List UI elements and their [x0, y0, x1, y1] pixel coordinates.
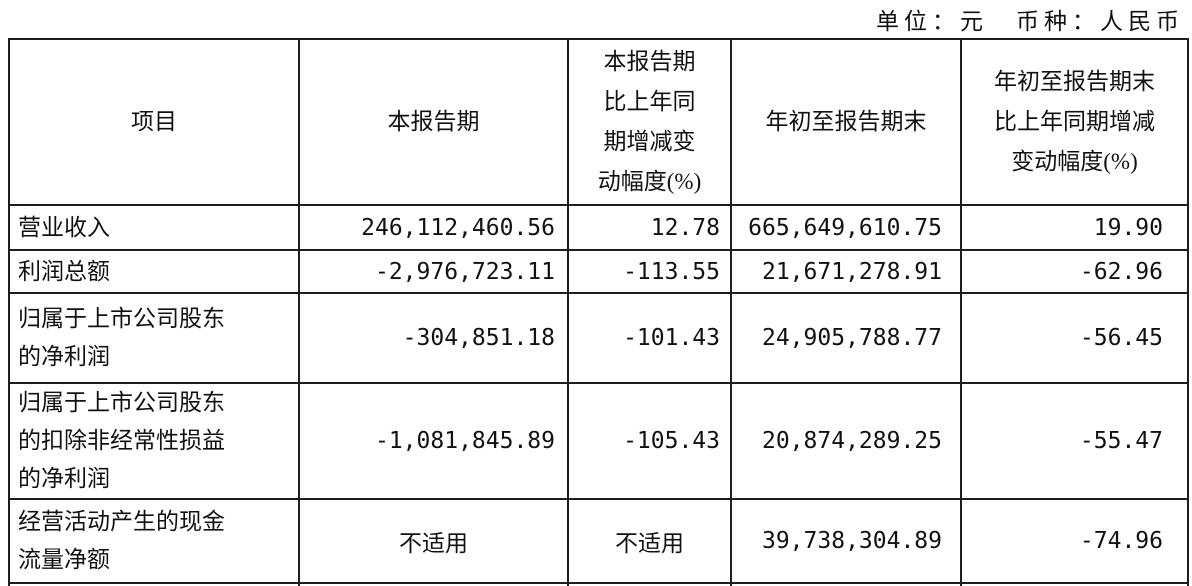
cell-item: 利润总额	[8, 249, 300, 294]
financial-indicators-table: 项目 本报告期 本报告期 比上年同 期增减变 动幅度(%) 年初至报告期末 年初…	[8, 38, 1189, 586]
cell-ytd: 20,874,289.25	[730, 382, 962, 500]
cell-item: 经营活动产生的现金 流量净额	[8, 498, 300, 584]
cell-ytd: 39,738,304.89	[730, 498, 962, 584]
cell-ytd-change-pct: -74.96	[960, 498, 1189, 584]
cell-current-period: 不适用	[298, 498, 569, 584]
cell-ytd: 665,649,610.75	[730, 204, 962, 251]
table-row-operating-cash-flow: 经营活动产生的现金 流量净额 不适用 不适用 39,738,304.89 -74…	[8, 498, 1189, 584]
cell-ytd-change-pct	[960, 582, 1189, 586]
cell-ytd	[730, 582, 962, 586]
cell-current-period-change-pct: -101.43	[567, 292, 732, 384]
cell-ytd-change-pct: -55.47	[960, 382, 1189, 500]
header-current-period-change-pct: 本报告期 比上年同 期增减变 动幅度(%)	[567, 38, 732, 206]
header-ytd-change-pct: 年初至报告期末 比上年同期增减 变动幅度(%)	[960, 38, 1189, 206]
cell-current-period	[298, 582, 569, 586]
table-row-partial	[8, 582, 1189, 586]
cell-current-period-change-pct: 12.78	[567, 204, 732, 251]
cell-item	[8, 582, 300, 586]
header-item: 项目	[8, 38, 300, 206]
header-current-period: 本报告期	[298, 38, 569, 206]
table-row-operating-revenue: 营业收入 246,112,460.56 12.78 665,649,610.75…	[8, 204, 1189, 251]
cell-current-period-change-pct: -105.43	[567, 382, 732, 500]
table-header-row: 项目 本报告期 本报告期 比上年同 期增减变 动幅度(%) 年初至报告期末 年初…	[8, 38, 1189, 206]
cell-current-period-change-pct: 不适用	[567, 498, 732, 584]
cell-item: 营业收入	[8, 204, 300, 251]
cell-ytd-change-pct: -62.96	[960, 249, 1189, 294]
cell-current-period: -1,081,845.89	[298, 382, 569, 500]
cell-item: 归属于上市公司股东 的净利润	[8, 292, 300, 384]
header-ytd: 年初至报告期末	[730, 38, 962, 206]
table-row-total-profit: 利润总额 -2,976,723.11 -113.55 21,671,278.91…	[8, 249, 1189, 294]
table-row-net-profit-attributable: 归属于上市公司股东 的净利润 -304,851.18 -101.43 24,90…	[8, 292, 1189, 384]
cell-ytd-change-pct: -56.45	[960, 292, 1189, 384]
cell-current-period: 246,112,460.56	[298, 204, 569, 251]
cell-ytd-change-pct: 19.90	[960, 204, 1189, 251]
cell-current-period-change-pct: -113.55	[567, 249, 732, 294]
cell-current-period: -304,851.18	[298, 292, 569, 384]
unit-currency-label: 单位：元 币种：人民币	[876, 9, 1184, 34]
table-row-net-profit-excl-nonrecurring: 归属于上市公司股东 的扣除非经常性损益 的净利润 -1,081,845.89 -…	[8, 382, 1189, 500]
cell-ytd: 24,905,788.77	[730, 292, 962, 384]
cell-current-period: -2,976,723.11	[298, 249, 569, 294]
cell-ytd: 21,671,278.91	[730, 249, 962, 294]
cell-item: 归属于上市公司股东 的扣除非经常性损益 的净利润	[8, 382, 300, 500]
cell-current-period-change-pct	[567, 582, 732, 586]
